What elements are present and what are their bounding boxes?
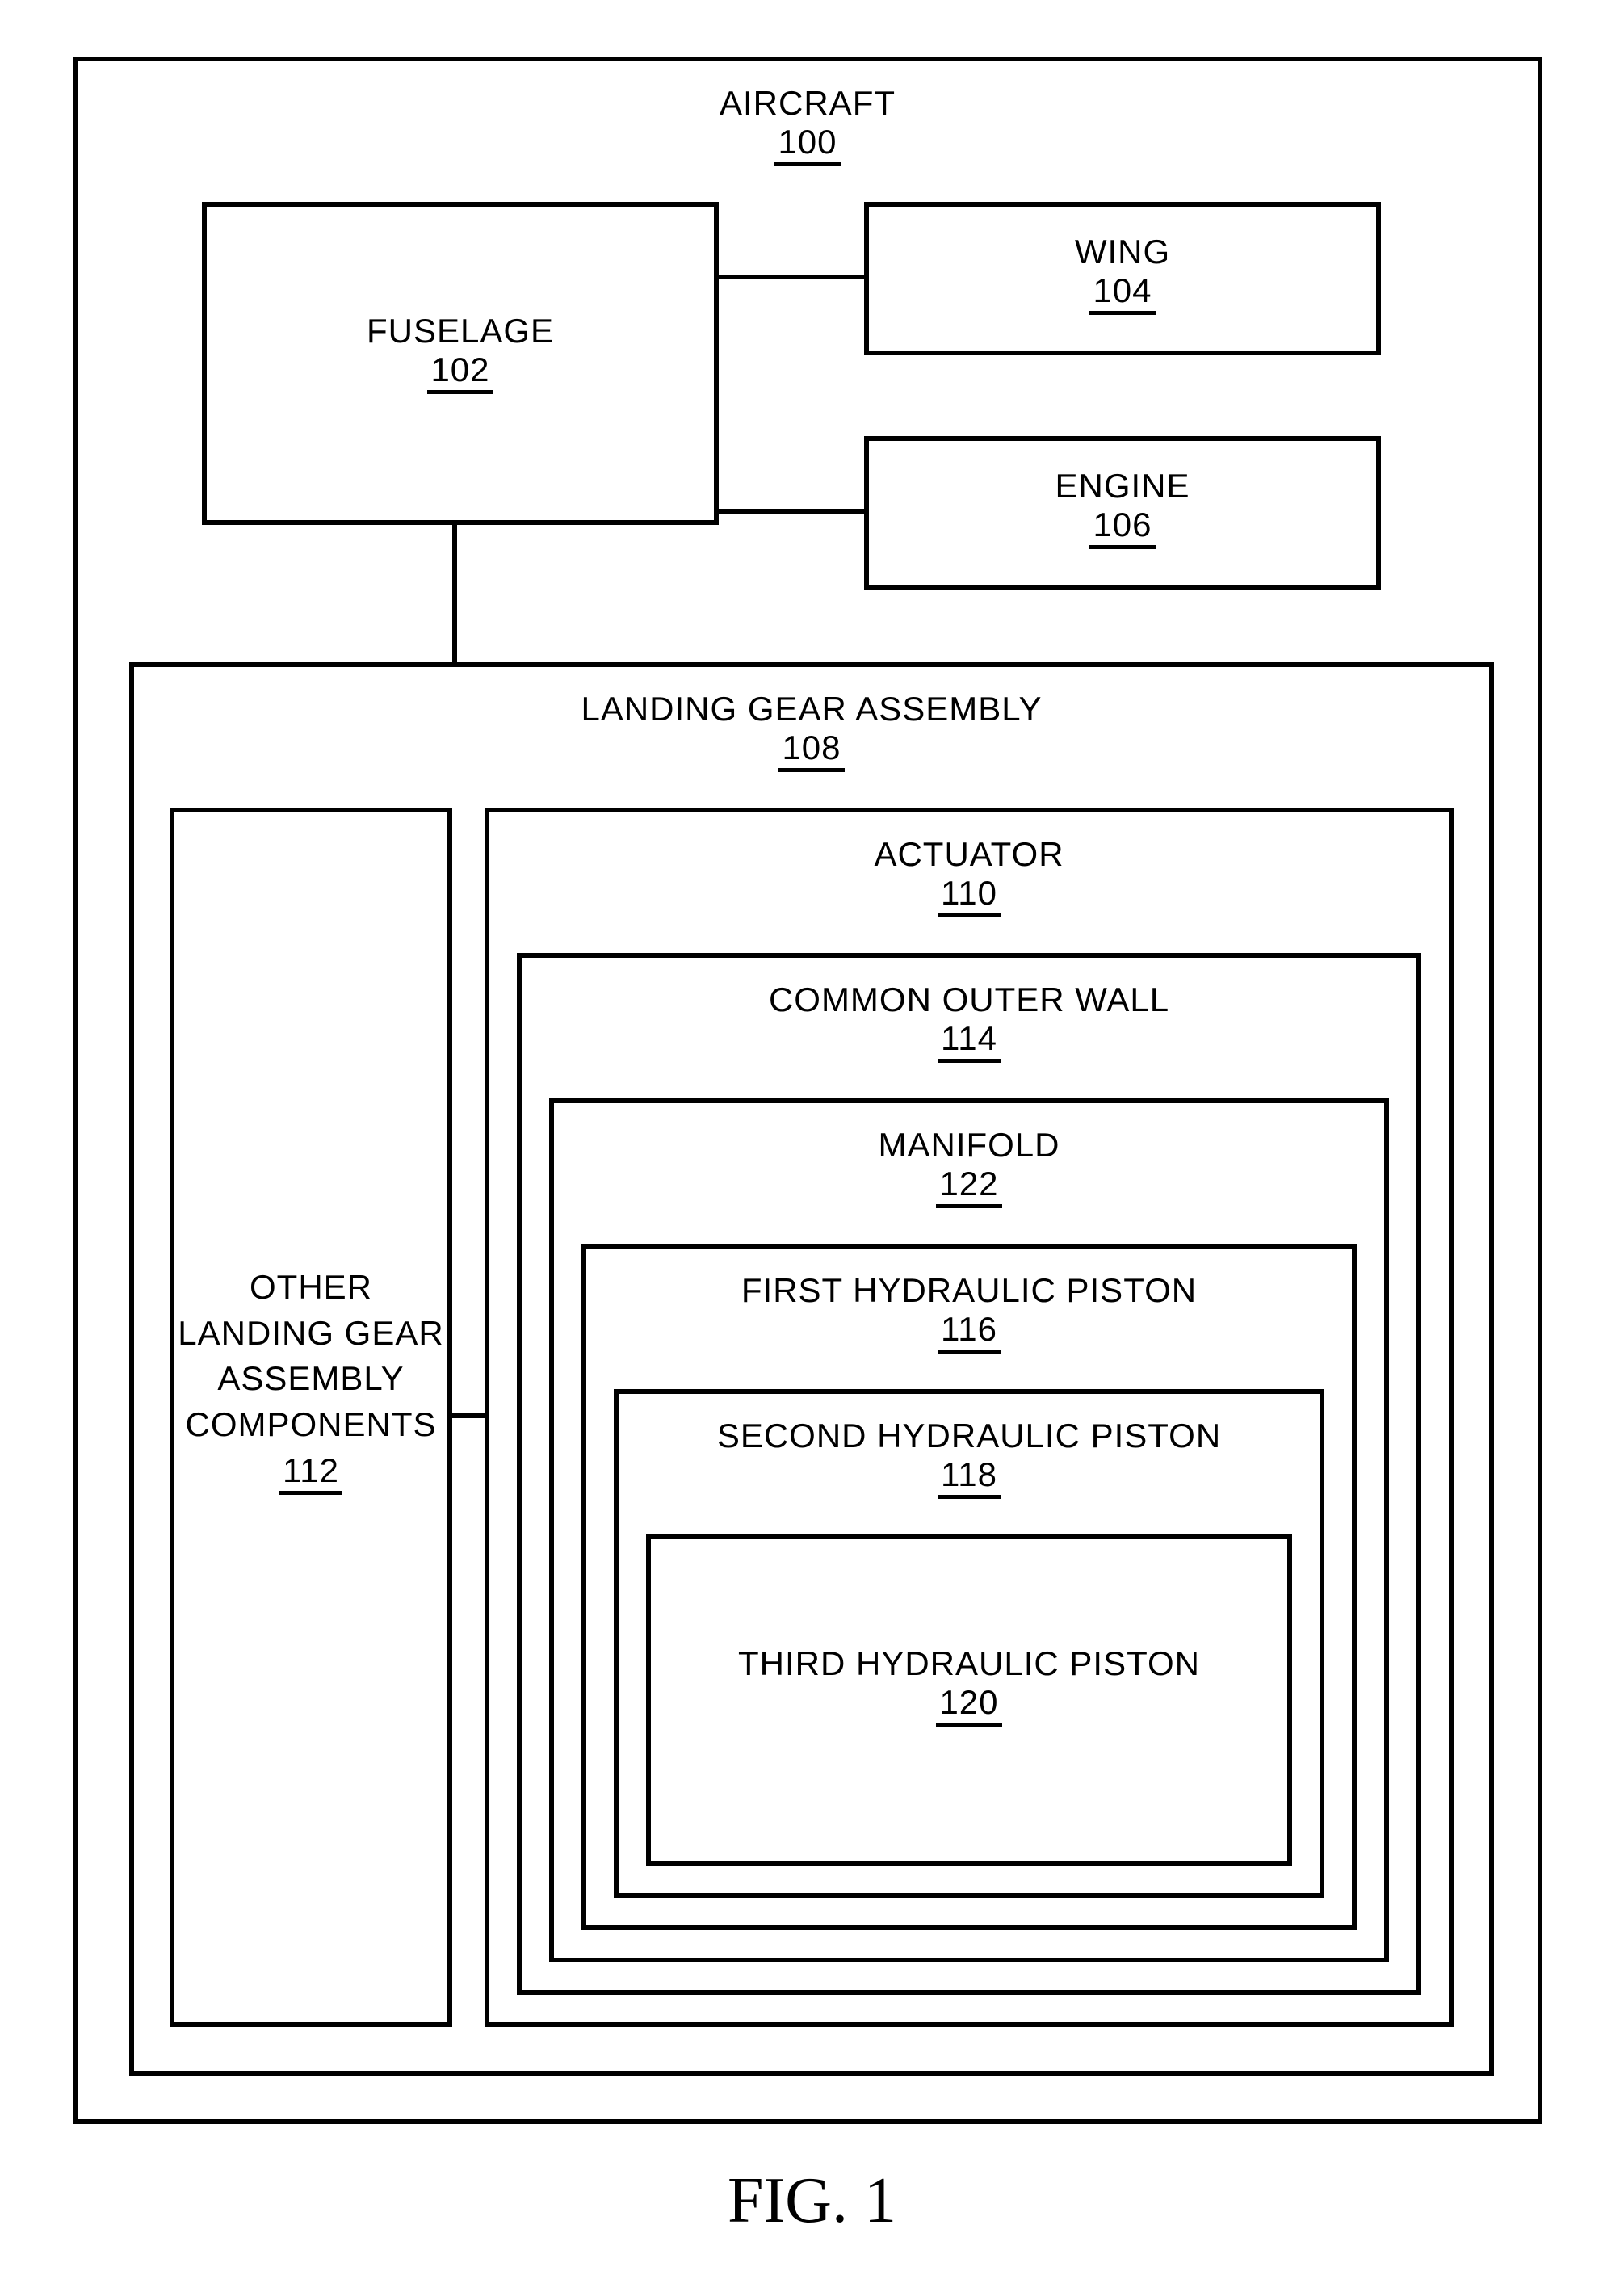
text-lga-ref: 108 — [778, 729, 844, 772]
text-piston3-name: THIRD HYDRAULIC PISTON — [738, 1644, 1200, 1682]
text-piston1-ref: 116 — [938, 1311, 1001, 1354]
box-wing: WING 104 — [864, 202, 1381, 355]
label-other: OTHER LANDING GEAR ASSEMBLY COMPONENTS 1… — [174, 1265, 447, 1495]
text-fuselage-name: FUSELAGE — [367, 312, 554, 350]
label-actuator: ACTUATOR 110 — [489, 835, 1449, 917]
label-outerwall: COMMON OUTER WALL 114 — [522, 980, 1416, 1063]
connector — [452, 525, 457, 662]
label-wing: WING 104 — [869, 233, 1376, 315]
text-engine-ref: 106 — [1089, 506, 1155, 549]
text-piston2-name: SECOND HYDRAULIC PISTON — [717, 1417, 1221, 1455]
box-fuselage: FUSELAGE 102 — [202, 202, 719, 525]
label-manifold: MANIFOLD 122 — [554, 1126, 1384, 1208]
label-aircraft: AIRCRAFT 100 — [78, 84, 1538, 166]
text-outerwall-ref: 114 — [938, 1020, 1001, 1063]
text-other-line1: OTHER — [250, 1268, 372, 1306]
text-actuator-name: ACTUATOR — [874, 835, 1064, 873]
text-piston1-name: FIRST HYDRAULIC PISTON — [741, 1271, 1197, 1309]
connector — [719, 509, 864, 514]
text-aircraft-name: AIRCRAFT — [720, 84, 896, 122]
text-piston2-ref: 118 — [938, 1456, 1001, 1499]
text-aircraft-ref: 100 — [774, 124, 840, 166]
text-other-ref: 112 — [279, 1452, 342, 1495]
label-engine: ENGINE 106 — [869, 467, 1376, 549]
text-actuator-ref: 110 — [938, 875, 1001, 917]
figure-label: FIG. 1 — [0, 2164, 1624, 2238]
box-engine: ENGINE 106 — [864, 436, 1381, 590]
text-wing-ref: 104 — [1089, 272, 1155, 315]
label-piston3: THIRD HYDRAULIC PISTON 120 — [651, 1644, 1287, 1727]
text-outerwall-name: COMMON OUTER WALL — [769, 980, 1169, 1018]
label-lga: LANDING GEAR ASSEMBLY 108 — [134, 690, 1489, 772]
box-other: OTHER LANDING GEAR ASSEMBLY COMPONENTS 1… — [170, 808, 452, 2027]
text-manifold-ref: 122 — [936, 1165, 1001, 1208]
text-other-line3: ASSEMBLY — [217, 1359, 404, 1397]
text-engine-name: ENGINE — [1055, 467, 1190, 505]
text-other-line2: LANDING GEAR — [178, 1314, 443, 1352]
text-manifold-name: MANIFOLD — [878, 1126, 1060, 1164]
box-piston3: THIRD HYDRAULIC PISTON 120 — [646, 1534, 1292, 1866]
text-figure-label: FIG. 1 — [728, 2165, 896, 2236]
label-piston1: FIRST HYDRAULIC PISTON 116 — [586, 1271, 1352, 1354]
text-wing-name: WING — [1075, 233, 1170, 271]
page: AIRCRAFT 100 FUSELAGE 102 WING 104 ENGIN… — [0, 0, 1624, 2271]
label-fuselage: FUSELAGE 102 — [207, 312, 714, 394]
text-fuselage-ref: 102 — [427, 351, 493, 394]
connector — [452, 1413, 485, 1418]
connector — [719, 275, 864, 279]
text-lga-name: LANDING GEAR ASSEMBLY — [581, 690, 1042, 728]
label-piston2: SECOND HYDRAULIC PISTON 118 — [619, 1417, 1320, 1499]
text-piston3-ref: 120 — [936, 1684, 1001, 1727]
text-other-line4: COMPONENTS — [185, 1405, 436, 1443]
